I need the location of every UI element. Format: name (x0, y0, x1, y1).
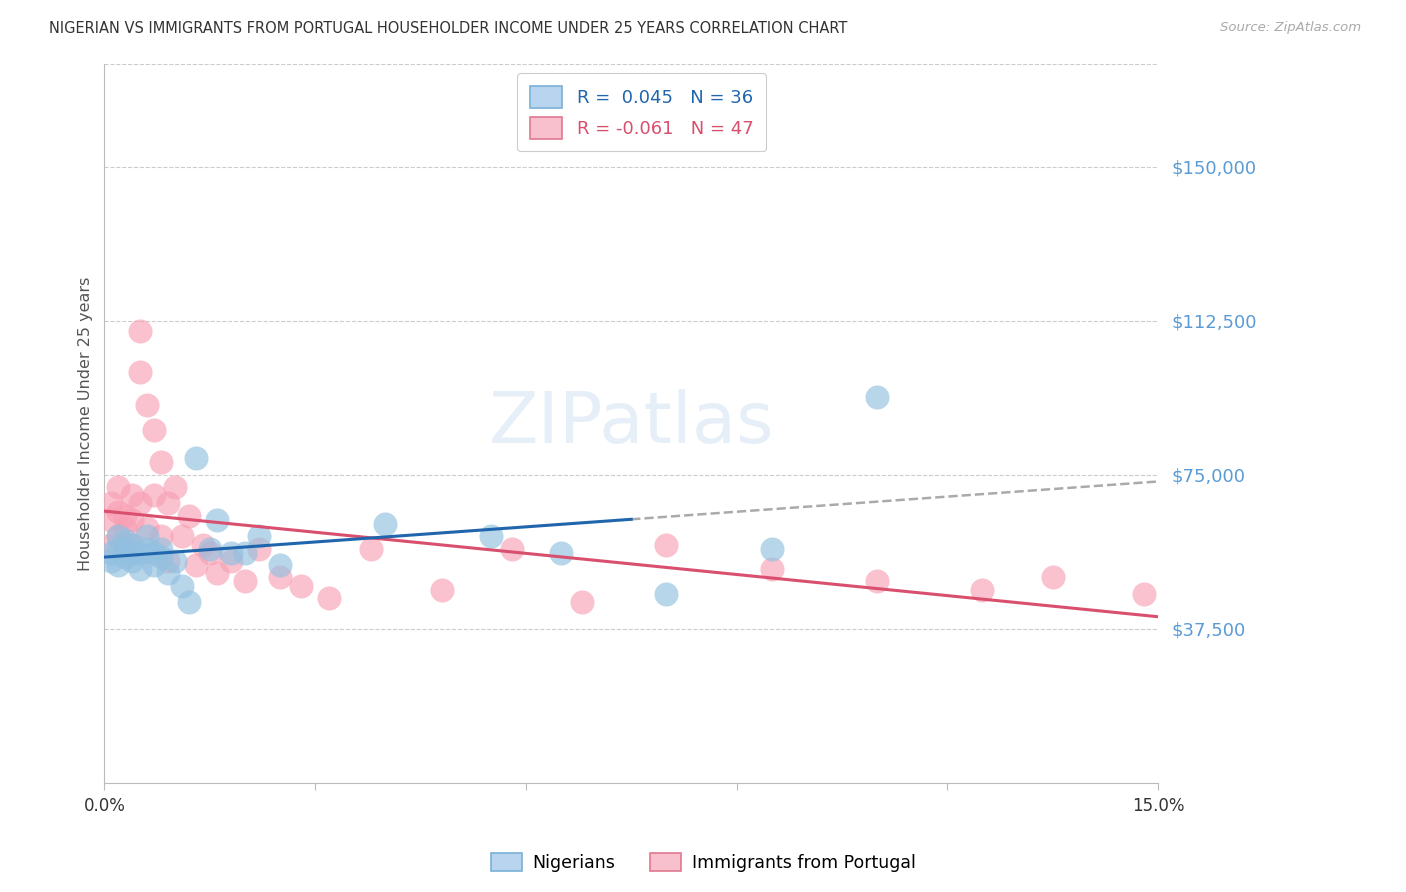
Point (135, 521, 157, 535)
Point (866, 574, 889, 589)
Point (170, 529, 193, 543)
Point (479, 529, 502, 543)
Point (170, 578, 193, 592)
Point (128, 496, 150, 510)
Point (135, 398, 157, 412)
Point (233, 574, 256, 589)
Point (114, 521, 136, 535)
Point (156, 554, 179, 568)
Point (135, 529, 157, 543)
Point (135, 541, 157, 556)
Point (149, 549, 172, 564)
Point (114, 546, 136, 560)
Point (360, 541, 382, 556)
Point (198, 546, 221, 560)
Point (655, 587, 678, 601)
Point (149, 529, 172, 543)
Point (655, 537, 678, 551)
Point (114, 508, 136, 523)
Point (177, 508, 200, 523)
Point (177, 595, 200, 609)
Point (142, 546, 165, 560)
Legend: Nigerians, Immigrants from Portugal: Nigerians, Immigrants from Portugal (484, 847, 922, 879)
Point (247, 529, 270, 543)
Point (128, 546, 150, 560)
Point (114, 549, 136, 564)
Point (198, 541, 221, 556)
Point (100, 513, 122, 527)
Point (501, 541, 523, 556)
Point (100, 546, 122, 560)
Text: ZIPatlas: ZIPatlas (488, 389, 775, 458)
Point (1042, 570, 1064, 584)
Point (269, 570, 291, 584)
Point (233, 546, 256, 560)
Point (107, 480, 129, 494)
Point (107, 505, 129, 519)
Point (121, 513, 143, 527)
Point (184, 558, 207, 572)
Legend: R =  0.045   N = 36, R = -0.061   N = 47: R = 0.045 N = 36, R = -0.061 N = 47 (517, 73, 766, 152)
Text: Source: ZipAtlas.com: Source: ZipAtlas.com (1220, 21, 1361, 34)
Text: NIGERIAN VS IMMIGRANTS FROM PORTUGAL HOUSEHOLDER INCOME UNDER 25 YEARS CORRELATI: NIGERIAN VS IMMIGRANTS FROM PORTUGAL HOU… (49, 21, 848, 36)
Point (107, 529, 129, 543)
Point (550, 546, 572, 560)
Point (318, 591, 340, 605)
Point (114, 533, 136, 548)
Point (121, 537, 143, 551)
Point (191, 537, 214, 551)
Point (114, 537, 136, 551)
Point (269, 558, 291, 572)
Point (866, 390, 889, 404)
Point (142, 488, 165, 502)
Point (972, 582, 994, 597)
Point (219, 554, 242, 568)
Point (184, 451, 207, 466)
Point (121, 546, 143, 560)
Point (121, 488, 143, 502)
Point (107, 558, 129, 572)
Point (163, 480, 186, 494)
Point (163, 554, 186, 568)
Point (128, 324, 150, 338)
Point (142, 423, 165, 437)
Point (156, 566, 179, 581)
Point (142, 558, 165, 572)
Point (156, 496, 179, 510)
Point (100, 554, 122, 568)
Point (247, 541, 270, 556)
Point (219, 546, 242, 560)
Point (100, 537, 122, 551)
Y-axis label: Householder Income Under 25 years: Householder Income Under 25 years (79, 277, 93, 571)
Point (149, 455, 172, 469)
Point (128, 365, 150, 379)
Point (761, 541, 783, 556)
Point (114, 541, 136, 556)
Point (1133, 587, 1156, 601)
Point (761, 562, 783, 576)
Point (571, 595, 593, 609)
Point (121, 537, 143, 551)
Point (374, 516, 396, 531)
Point (430, 582, 453, 597)
Point (107, 541, 129, 556)
Point (149, 541, 172, 556)
Point (121, 554, 143, 568)
Point (290, 578, 312, 592)
Point (107, 529, 129, 543)
Point (128, 562, 150, 576)
Point (100, 496, 122, 510)
Point (205, 566, 228, 581)
Point (205, 513, 228, 527)
